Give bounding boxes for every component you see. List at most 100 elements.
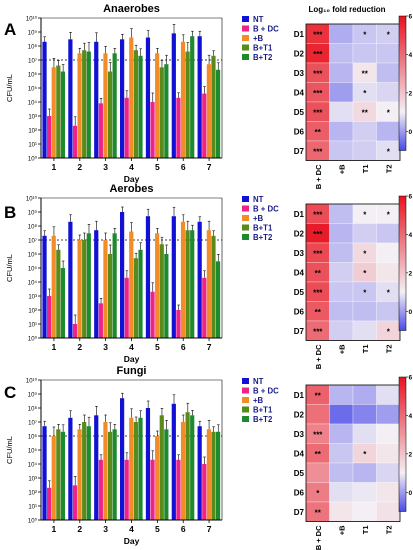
heatmap-row-label: D1 xyxy=(294,391,305,400)
y-tick-label: 10¹⁰ xyxy=(26,377,38,384)
legend-swatch xyxy=(242,224,249,231)
significance-mark: *** xyxy=(313,288,323,297)
bar xyxy=(171,216,176,338)
colorbar-tick-label: 6 xyxy=(409,375,413,382)
bar xyxy=(82,240,87,338)
heatmap-cell xyxy=(352,301,377,322)
heatmap-cell xyxy=(329,140,354,161)
bar xyxy=(129,231,134,338)
bar xyxy=(72,485,78,520)
bar xyxy=(150,102,155,158)
legend-label: +B xyxy=(253,214,264,223)
bar xyxy=(190,415,195,520)
y-tick-label: 10³ xyxy=(28,476,37,482)
legend-label: B + DC xyxy=(253,205,279,214)
bar xyxy=(86,233,91,338)
bar xyxy=(202,277,207,338)
heatmap-cell xyxy=(352,501,377,522)
bar xyxy=(124,459,129,520)
bar xyxy=(68,39,73,159)
heatmap-column-label: T1 xyxy=(361,526,370,535)
x-tick-label: 2 xyxy=(77,342,82,352)
bar xyxy=(190,36,195,159)
bar xyxy=(51,235,56,338)
heatmap-cell xyxy=(329,242,354,263)
heatmap-cell xyxy=(376,121,401,142)
significance-mark: *** xyxy=(313,327,323,336)
bar xyxy=(107,254,113,338)
legend-label: B+T2 xyxy=(253,415,273,424)
y-tick-label: 10⁵ xyxy=(28,265,38,272)
y-tick-label: 10⁶ xyxy=(28,433,38,440)
bar xyxy=(98,459,103,520)
x-tick-label: 1 xyxy=(52,162,57,172)
bar xyxy=(47,116,52,158)
chart-title: Aerobes xyxy=(109,183,153,195)
bar xyxy=(164,254,169,338)
significance-mark: ** xyxy=(362,69,369,78)
bar xyxy=(155,53,160,159)
panel-letter: B xyxy=(4,203,16,222)
bar xyxy=(211,55,216,158)
heatmap-cell xyxy=(352,320,377,341)
significance-mark: *** xyxy=(313,69,323,78)
bar xyxy=(185,51,190,158)
bar xyxy=(94,415,99,520)
bar xyxy=(133,422,138,520)
legend-swatch xyxy=(242,16,249,22)
heatmap-cell xyxy=(329,203,354,224)
bar xyxy=(77,429,82,520)
significance-mark: ** xyxy=(315,391,322,400)
heatmap-cell xyxy=(352,223,377,244)
bar xyxy=(124,97,129,158)
y-tick-label: 10⁶ xyxy=(28,251,38,258)
y-tick-label: 10² xyxy=(28,490,37,496)
bar xyxy=(98,303,103,338)
y-tick-label: 10⁸ xyxy=(28,223,38,230)
bar xyxy=(51,67,56,158)
heatmap-column-label: B + DC xyxy=(314,344,323,369)
y-tick-label: 10⁰ xyxy=(28,335,38,342)
heatmap-column-label: B + DC xyxy=(314,525,323,550)
legend-label: NT xyxy=(253,377,264,386)
bar xyxy=(120,398,125,520)
x-tick-label: 6 xyxy=(181,524,186,534)
heatmap-cell xyxy=(352,384,377,405)
significance-mark: ** xyxy=(315,450,322,459)
bar xyxy=(176,459,181,520)
y-tick-label: 10¹ xyxy=(28,322,37,328)
heatmap-cell xyxy=(329,384,354,405)
y-tick-label: 10⁴ xyxy=(28,279,38,286)
colorbar-tick-label: 2 xyxy=(409,451,413,458)
bar xyxy=(60,431,66,520)
heatmap-cell xyxy=(329,281,354,302)
y-tick-label: 10¹⁰ xyxy=(26,195,38,202)
heatmap-cell xyxy=(352,404,377,425)
x-tick-label: 3 xyxy=(103,342,108,352)
x-tick-label: 7 xyxy=(207,342,212,352)
heatmap-row-label: D3 xyxy=(294,69,305,78)
significance-mark: * xyxy=(387,30,391,39)
y-tick-label: 10⁵ xyxy=(28,447,38,454)
bar xyxy=(164,64,169,158)
heatmap-column-label: T1 xyxy=(361,165,370,174)
heatmap-cell xyxy=(305,404,330,425)
heatmap-cell xyxy=(376,462,401,483)
bar xyxy=(86,426,91,520)
bar xyxy=(124,277,129,338)
legend-swatch xyxy=(242,196,249,202)
bar xyxy=(145,408,151,520)
x-axis-label: Day xyxy=(124,354,140,364)
heatmap-cell xyxy=(376,62,401,83)
x-tick-label: 1 xyxy=(52,342,57,352)
significance-mark: *** xyxy=(313,230,323,239)
legend-swatch xyxy=(242,25,249,32)
heatmap-column-label: T2 xyxy=(384,345,393,354)
legend-swatch xyxy=(242,205,249,212)
y-tick-label: 10⁷ xyxy=(28,57,37,64)
significance-mark: * xyxy=(363,89,367,98)
y-tick-label: 10⁹ xyxy=(28,209,38,216)
bar xyxy=(145,216,151,338)
